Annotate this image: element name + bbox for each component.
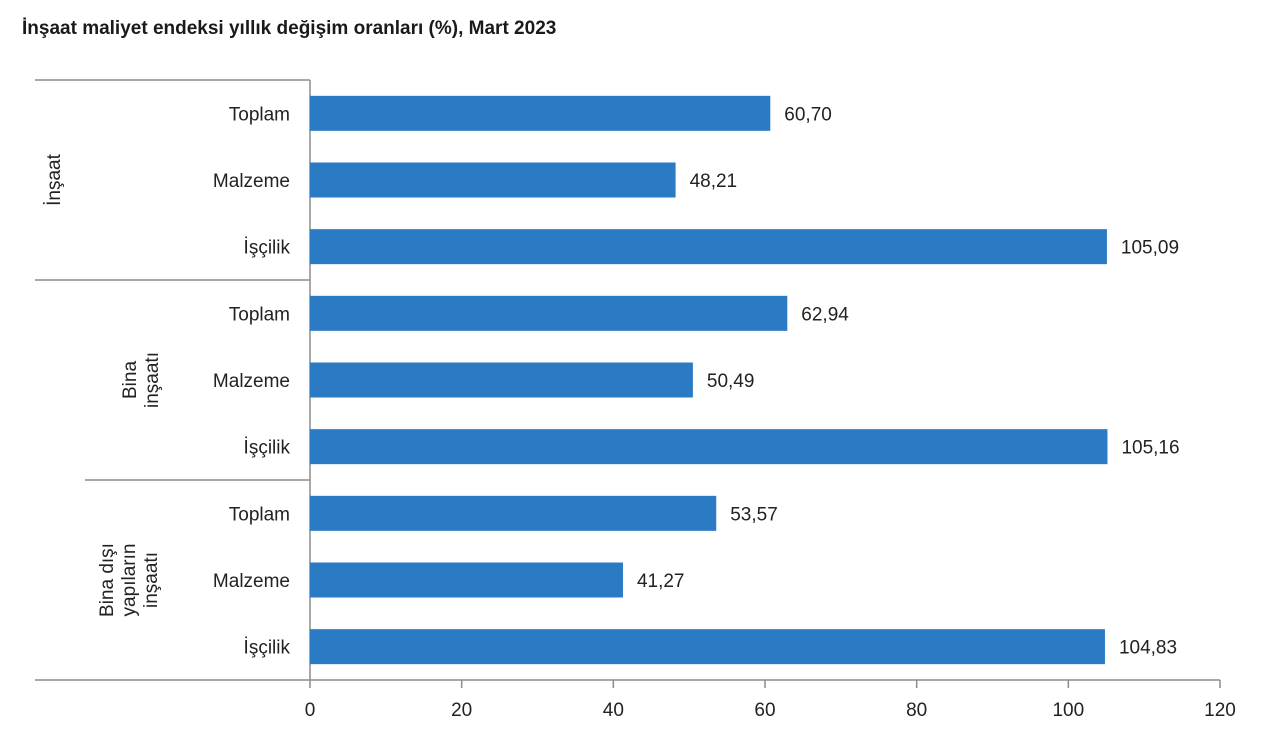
- category-label: Toplam: [229, 104, 290, 125]
- chart-title: İnşaat maliyet endeksi yıllık değişim or…: [22, 18, 557, 39]
- category-label: Malzeme: [213, 371, 290, 392]
- x-tick-label: 100: [1052, 700, 1084, 721]
- data-label: 62,94: [801, 304, 849, 325]
- data-label: 105,09: [1121, 238, 1179, 259]
- group-label: inşaatı: [142, 352, 163, 408]
- bar: [310, 629, 1105, 665]
- category-label: İşçilik: [244, 238, 291, 259]
- group-label: inşaatı: [141, 552, 162, 608]
- data-label: 105,16: [1121, 438, 1179, 459]
- data-label: 48,21: [690, 171, 738, 192]
- x-tick-label: 20: [451, 700, 472, 721]
- category-label: Malzeme: [213, 571, 290, 592]
- category-label: Malzeme: [213, 171, 290, 192]
- group-label: Bina: [120, 361, 141, 399]
- x-tick-label: 60: [754, 700, 775, 721]
- bar: [310, 229, 1107, 265]
- bar: [310, 562, 623, 598]
- x-tick-label: 120: [1204, 700, 1236, 721]
- category-label: İşçilik: [244, 638, 291, 659]
- category-label: İşçilik: [244, 438, 291, 459]
- group-label: Bina dışı: [97, 543, 118, 617]
- data-label: 50,49: [707, 371, 755, 392]
- group-label: İnşaat: [44, 153, 65, 205]
- group-label: yapıların: [119, 544, 140, 617]
- data-label: 104,83: [1119, 638, 1177, 659]
- bar: [310, 295, 788, 331]
- data-label: 60,70: [784, 104, 832, 125]
- x-tick-label: 80: [906, 700, 927, 721]
- category-label: Toplam: [229, 304, 290, 325]
- bar: [310, 429, 1108, 465]
- data-label: 53,57: [730, 504, 778, 525]
- bar: [310, 495, 717, 531]
- bar: [310, 362, 693, 398]
- bar: [310, 95, 771, 131]
- bar: [310, 162, 676, 198]
- data-label: 41,27: [637, 571, 685, 592]
- category-label: Toplam: [229, 504, 290, 525]
- x-tick-label: 40: [603, 700, 624, 721]
- x-tick-label: 0: [305, 700, 316, 721]
